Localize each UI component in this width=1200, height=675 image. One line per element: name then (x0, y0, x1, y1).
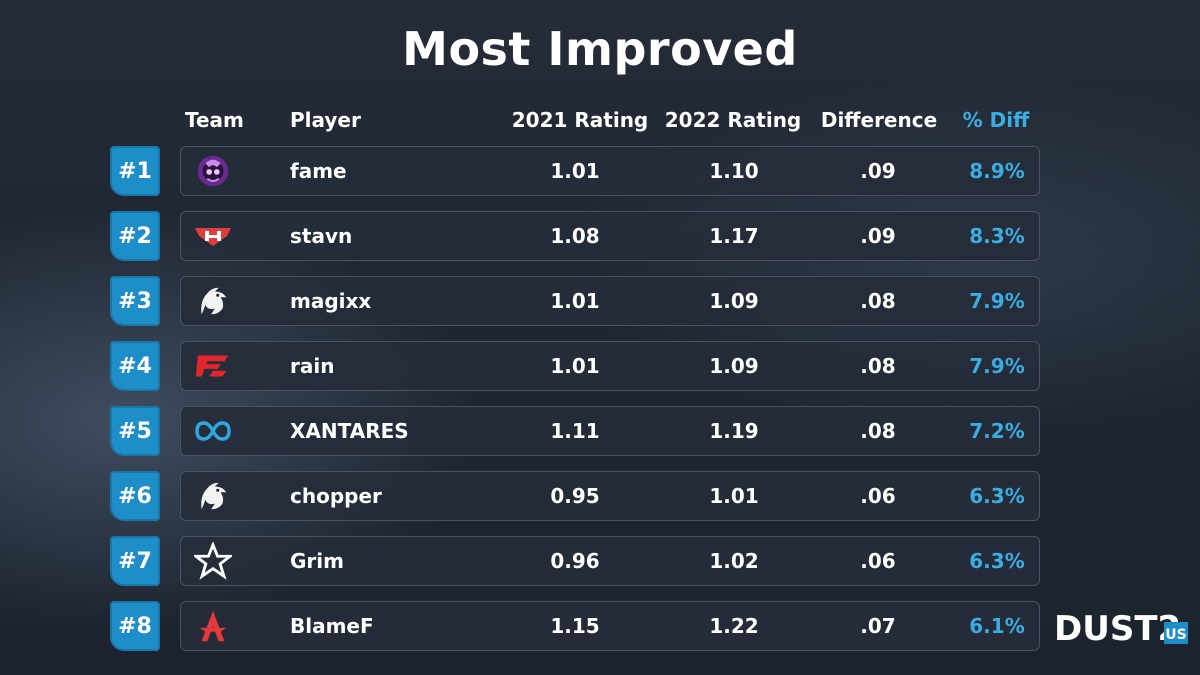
rating-2021: 0.96 (550, 549, 600, 573)
rank-badge: #4 (110, 341, 160, 391)
column-header-team: Team (185, 108, 244, 132)
table-row: #5 XANTARES 1.11 1.19 .08 7.2% (110, 406, 1040, 456)
astralis-logo-icon (193, 606, 233, 646)
row-card: XANTARES 1.11 1.19 .08 7.2% (180, 406, 1040, 456)
rating-difference: .06 (860, 549, 896, 573)
percent-difference: 7.9% (969, 289, 1025, 313)
row-card: chopper 0.95 1.01 .06 6.3% (180, 471, 1040, 521)
row-card: magixx 1.01 1.09 .08 7.9% (180, 276, 1040, 326)
table-row: #3 magixx 1.01 1.09 .08 7.9% (110, 276, 1040, 326)
player-name: chopper (290, 484, 382, 508)
percent-difference: 6.3% (969, 484, 1025, 508)
rating-difference: .09 (860, 159, 896, 183)
column-header-2021-rating: 2021 Rating (511, 108, 649, 132)
player-name: BlameF (290, 614, 374, 638)
rating-difference: .06 (860, 484, 896, 508)
page-title: Most Improved (402, 22, 798, 76)
rating-difference: .09 (860, 224, 896, 248)
rating-2021: 1.11 (550, 419, 600, 443)
rank-badge: #3 (110, 276, 160, 326)
percent-difference: 7.2% (969, 419, 1025, 443)
percent-difference: 7.9% (969, 354, 1025, 378)
rating-2021: 1.01 (550, 354, 600, 378)
percent-difference: 8.9% (969, 159, 1025, 183)
rank-badge: #8 (110, 601, 160, 651)
rank-badge: #5 (110, 406, 160, 456)
faze-logo-icon (193, 346, 233, 386)
row-card: BlameF 1.15 1.22 .07 6.1% (180, 601, 1040, 651)
player-name: fame (290, 159, 347, 183)
percent-difference: 8.3% (969, 224, 1025, 248)
player-name: Grim (290, 549, 344, 573)
rank-badge: #6 (110, 471, 160, 521)
svg-text:DUST2: DUST2 (1054, 609, 1181, 646)
percent-difference: 6.1% (969, 614, 1025, 638)
svg-text:US: US (1165, 627, 1186, 643)
column-header-difference: Difference (820, 108, 938, 132)
player-name: magixx (290, 289, 372, 313)
rating-2022: 1.09 (709, 354, 759, 378)
heroic-logo-icon (193, 216, 233, 256)
rating-difference: .08 (860, 289, 896, 313)
rating-2021: 1.15 (550, 614, 600, 638)
column-header-pct-diff: % Diff (962, 108, 1030, 132)
column-header-player: Player (290, 108, 361, 132)
table-row: #2 stavn 1.08 1.17 .09 8.3% (110, 211, 1040, 261)
movistar-riders-logo-icon (193, 411, 233, 451)
rating-2022: 1.09 (709, 289, 759, 313)
row-card: stavn 1.08 1.17 .09 8.3% (180, 211, 1040, 261)
rating-2021: 1.01 (550, 289, 600, 313)
percent-difference: 6.3% (969, 549, 1025, 573)
table-row: #7 Grim 0.96 1.02 .06 6.3% (110, 536, 1040, 586)
table-row: #8 BlameF 1.15 1.22 .07 6.1% (110, 601, 1040, 651)
rating-2022: 1.10 (709, 159, 759, 183)
rating-difference: .07 (860, 614, 896, 638)
rating-2022: 1.02 (709, 549, 759, 573)
row-card: Grim 0.96 1.02 .06 6.3% (180, 536, 1040, 586)
table-row: #6 chopper 0.95 1.01 .06 6.3% (110, 471, 1040, 521)
rating-2022: 1.17 (709, 224, 759, 248)
rating-difference: .08 (860, 354, 896, 378)
rating-2022: 1.19 (709, 419, 759, 443)
table-row: #1 fame 1.01 1.10 .09 8.9% (110, 146, 1040, 196)
rating-2021: 1.08 (550, 224, 600, 248)
row-card: rain 1.01 1.09 .08 7.9% (180, 341, 1040, 391)
player-name: rain (290, 354, 335, 378)
table-row: #4 rain 1.01 1.09 .08 7.9% (110, 341, 1040, 391)
spirit-dragon-logo-icon (193, 476, 233, 516)
rating-2021: 0.95 (550, 484, 600, 508)
rank-badge: #7 (110, 536, 160, 586)
dust2-us-logo: DUST2 US (1054, 608, 1188, 649)
rank-badge: #2 (110, 211, 160, 261)
rating-2022: 1.01 (709, 484, 759, 508)
complexity-star-logo-icon (193, 541, 233, 581)
rank-badge: #1 (110, 146, 160, 196)
player-name: XANTARES (290, 419, 409, 443)
rating-2022: 1.22 (709, 614, 759, 638)
rating-difference: .08 (860, 419, 896, 443)
spirit-dragon-logo-icon (193, 281, 233, 321)
rating-2021: 1.01 (550, 159, 600, 183)
row-card: fame 1.01 1.10 .09 8.9% (180, 146, 1040, 196)
column-header-2022-rating: 2022 Rating (664, 108, 802, 132)
purple-skull-logo-icon (193, 151, 233, 191)
player-name: stavn (290, 224, 353, 248)
